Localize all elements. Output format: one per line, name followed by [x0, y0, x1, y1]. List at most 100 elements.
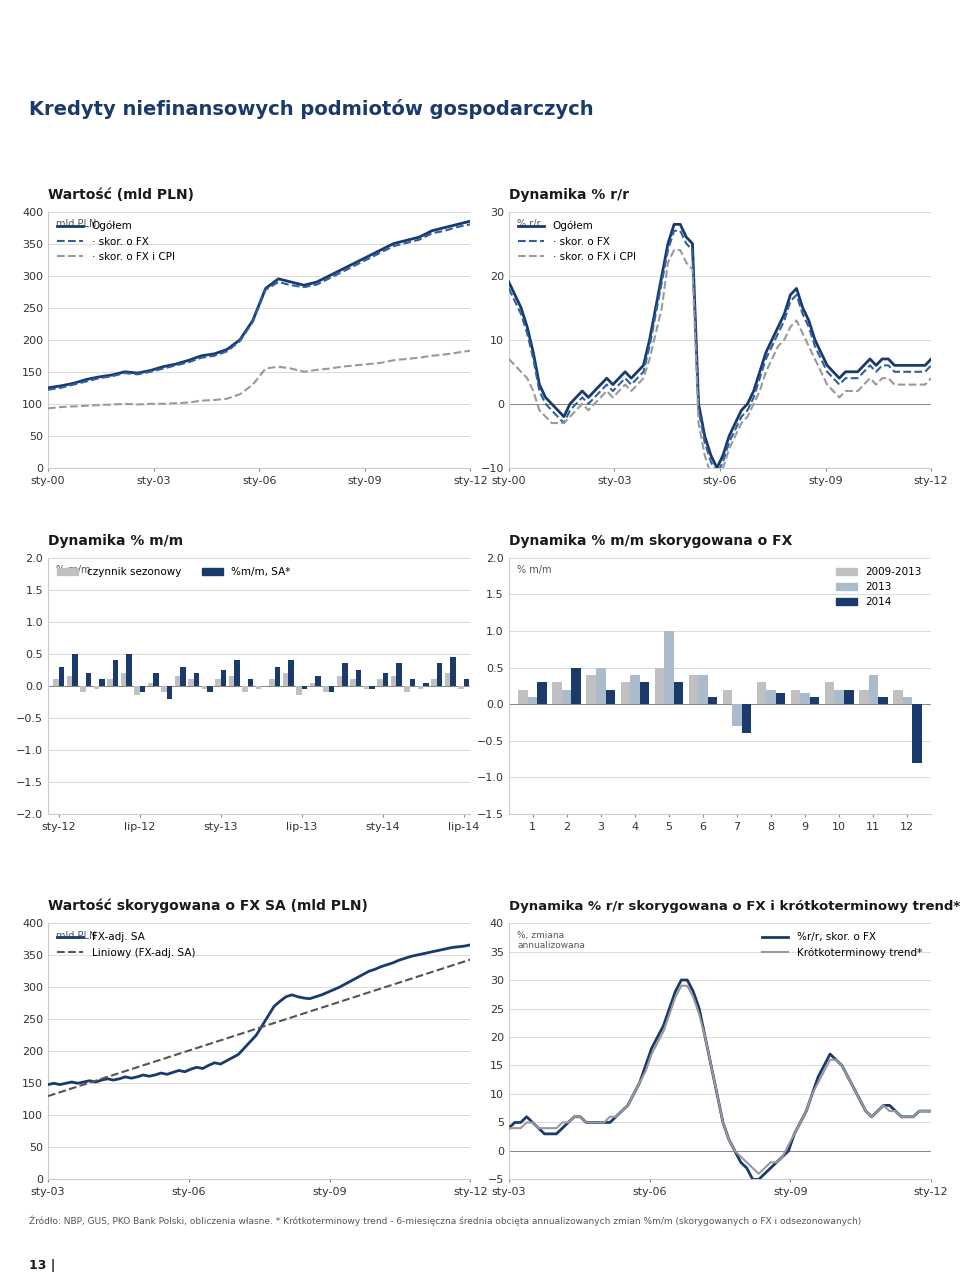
- Bar: [444, 673, 450, 686]
- Bar: [364, 686, 370, 690]
- Bar: [869, 674, 878, 704]
- Bar: [596, 668, 606, 704]
- Text: % r/r: % r/r: [517, 219, 540, 229]
- Bar: [315, 677, 321, 686]
- Bar: [630, 674, 639, 704]
- Bar: [698, 674, 708, 704]
- Bar: [912, 704, 922, 763]
- Bar: [270, 679, 275, 686]
- Bar: [723, 690, 732, 704]
- Bar: [450, 656, 456, 686]
- Bar: [283, 673, 288, 686]
- Bar: [99, 679, 105, 686]
- Text: % m/m: % m/m: [517, 565, 552, 576]
- Text: Kredyty niefinansowych podmiotów gospodarczych: Kredyty niefinansowych podmiotów gospoda…: [29, 99, 593, 119]
- Bar: [275, 667, 280, 686]
- Text: mld PLN: mld PLN: [57, 931, 97, 941]
- Bar: [518, 690, 528, 704]
- Bar: [766, 690, 776, 704]
- Text: mld PLN: mld PLN: [57, 219, 97, 229]
- Bar: [655, 668, 664, 704]
- Bar: [350, 679, 356, 686]
- Text: Dynamika % m/m: Dynamika % m/m: [48, 533, 183, 547]
- Bar: [732, 704, 742, 726]
- Bar: [844, 690, 853, 704]
- Bar: [337, 677, 342, 686]
- Bar: [423, 682, 428, 686]
- Text: Źródło: NBP, GUS, PKO Bank Polski, obliczenia własne. * Krótkoterminowy trend - : Źródło: NBP, GUS, PKO Bank Polski, oblic…: [29, 1215, 861, 1227]
- Bar: [606, 690, 615, 704]
- Bar: [154, 673, 158, 686]
- Bar: [85, 673, 91, 686]
- Bar: [215, 679, 221, 686]
- Bar: [127, 654, 132, 686]
- Bar: [404, 686, 410, 692]
- Legend: 2009-2013, 2013, 2014: 2009-2013, 2013, 2014: [832, 563, 926, 612]
- Bar: [528, 697, 538, 704]
- Bar: [396, 664, 401, 686]
- Bar: [324, 686, 328, 692]
- Text: Monitor: Depozyty/Kredyty: Monitor: Depozyty/Kredyty: [24, 21, 298, 38]
- Bar: [742, 704, 752, 733]
- Bar: [571, 668, 581, 704]
- Bar: [776, 694, 785, 704]
- Bar: [377, 679, 383, 686]
- Bar: [464, 679, 469, 686]
- Bar: [639, 682, 649, 704]
- Bar: [180, 667, 185, 686]
- Text: %, zmiana
annualizowana: %, zmiana annualizowana: [517, 931, 586, 950]
- Bar: [893, 690, 902, 704]
- Bar: [383, 673, 388, 686]
- Bar: [81, 686, 85, 692]
- Bar: [410, 679, 415, 686]
- Bar: [620, 682, 630, 704]
- Bar: [562, 690, 571, 704]
- Bar: [674, 682, 684, 704]
- Text: Dynamika % r/r skorygowana o FX i krótkoterminowy trend*: Dynamika % r/r skorygowana o FX i krótko…: [509, 900, 960, 913]
- Bar: [310, 682, 315, 686]
- Legend: FX-adj. SA, Liniowy (FX-adj. SA): FX-adj. SA, Liniowy (FX-adj. SA): [53, 928, 200, 962]
- Bar: [825, 682, 834, 704]
- Bar: [121, 673, 127, 686]
- Bar: [356, 669, 361, 686]
- Bar: [288, 660, 294, 686]
- Bar: [108, 679, 112, 686]
- Bar: [161, 686, 167, 692]
- Bar: [791, 690, 801, 704]
- Text: Dynamika % r/r: Dynamika % r/r: [509, 187, 629, 201]
- Bar: [801, 694, 810, 704]
- Bar: [328, 686, 334, 692]
- Bar: [255, 686, 261, 690]
- Bar: [194, 673, 199, 686]
- Bar: [859, 690, 869, 704]
- Bar: [834, 690, 844, 704]
- Bar: [234, 660, 240, 686]
- Bar: [538, 682, 547, 704]
- Bar: [418, 686, 423, 690]
- Bar: [175, 677, 180, 686]
- Bar: [148, 682, 154, 686]
- Legend: Ogółem, · skor. o FX, · skor. o FX i CPI: Ogółem, · skor. o FX, · skor. o FX i CPI: [53, 217, 179, 265]
- Legend: %r/r, skor. o FX, Krótkoterminowy trend*: %r/r, skor. o FX, Krótkoterminowy trend*: [758, 928, 926, 963]
- Bar: [202, 686, 207, 690]
- Bar: [297, 686, 301, 695]
- Bar: [188, 679, 194, 686]
- Bar: [391, 677, 396, 686]
- Bar: [134, 686, 140, 695]
- Bar: [342, 664, 348, 686]
- Text: % m/m: % m/m: [57, 565, 91, 576]
- Bar: [221, 669, 227, 686]
- Bar: [552, 682, 562, 704]
- Bar: [72, 654, 78, 686]
- Bar: [248, 679, 253, 686]
- Bar: [708, 697, 717, 704]
- Bar: [437, 664, 442, 686]
- Bar: [902, 697, 912, 704]
- Bar: [810, 697, 820, 704]
- Bar: [587, 674, 596, 704]
- Bar: [67, 677, 72, 686]
- Bar: [664, 631, 674, 704]
- Legend: Ogółem, · skor. o FX, · skor. o FX i CPI: Ogółem, · skor. o FX, · skor. o FX i CPI: [514, 217, 639, 265]
- Legend: czynnik sezonowy, %m/m, SA*: czynnik sezonowy, %m/m, SA*: [53, 563, 295, 581]
- Bar: [756, 682, 766, 704]
